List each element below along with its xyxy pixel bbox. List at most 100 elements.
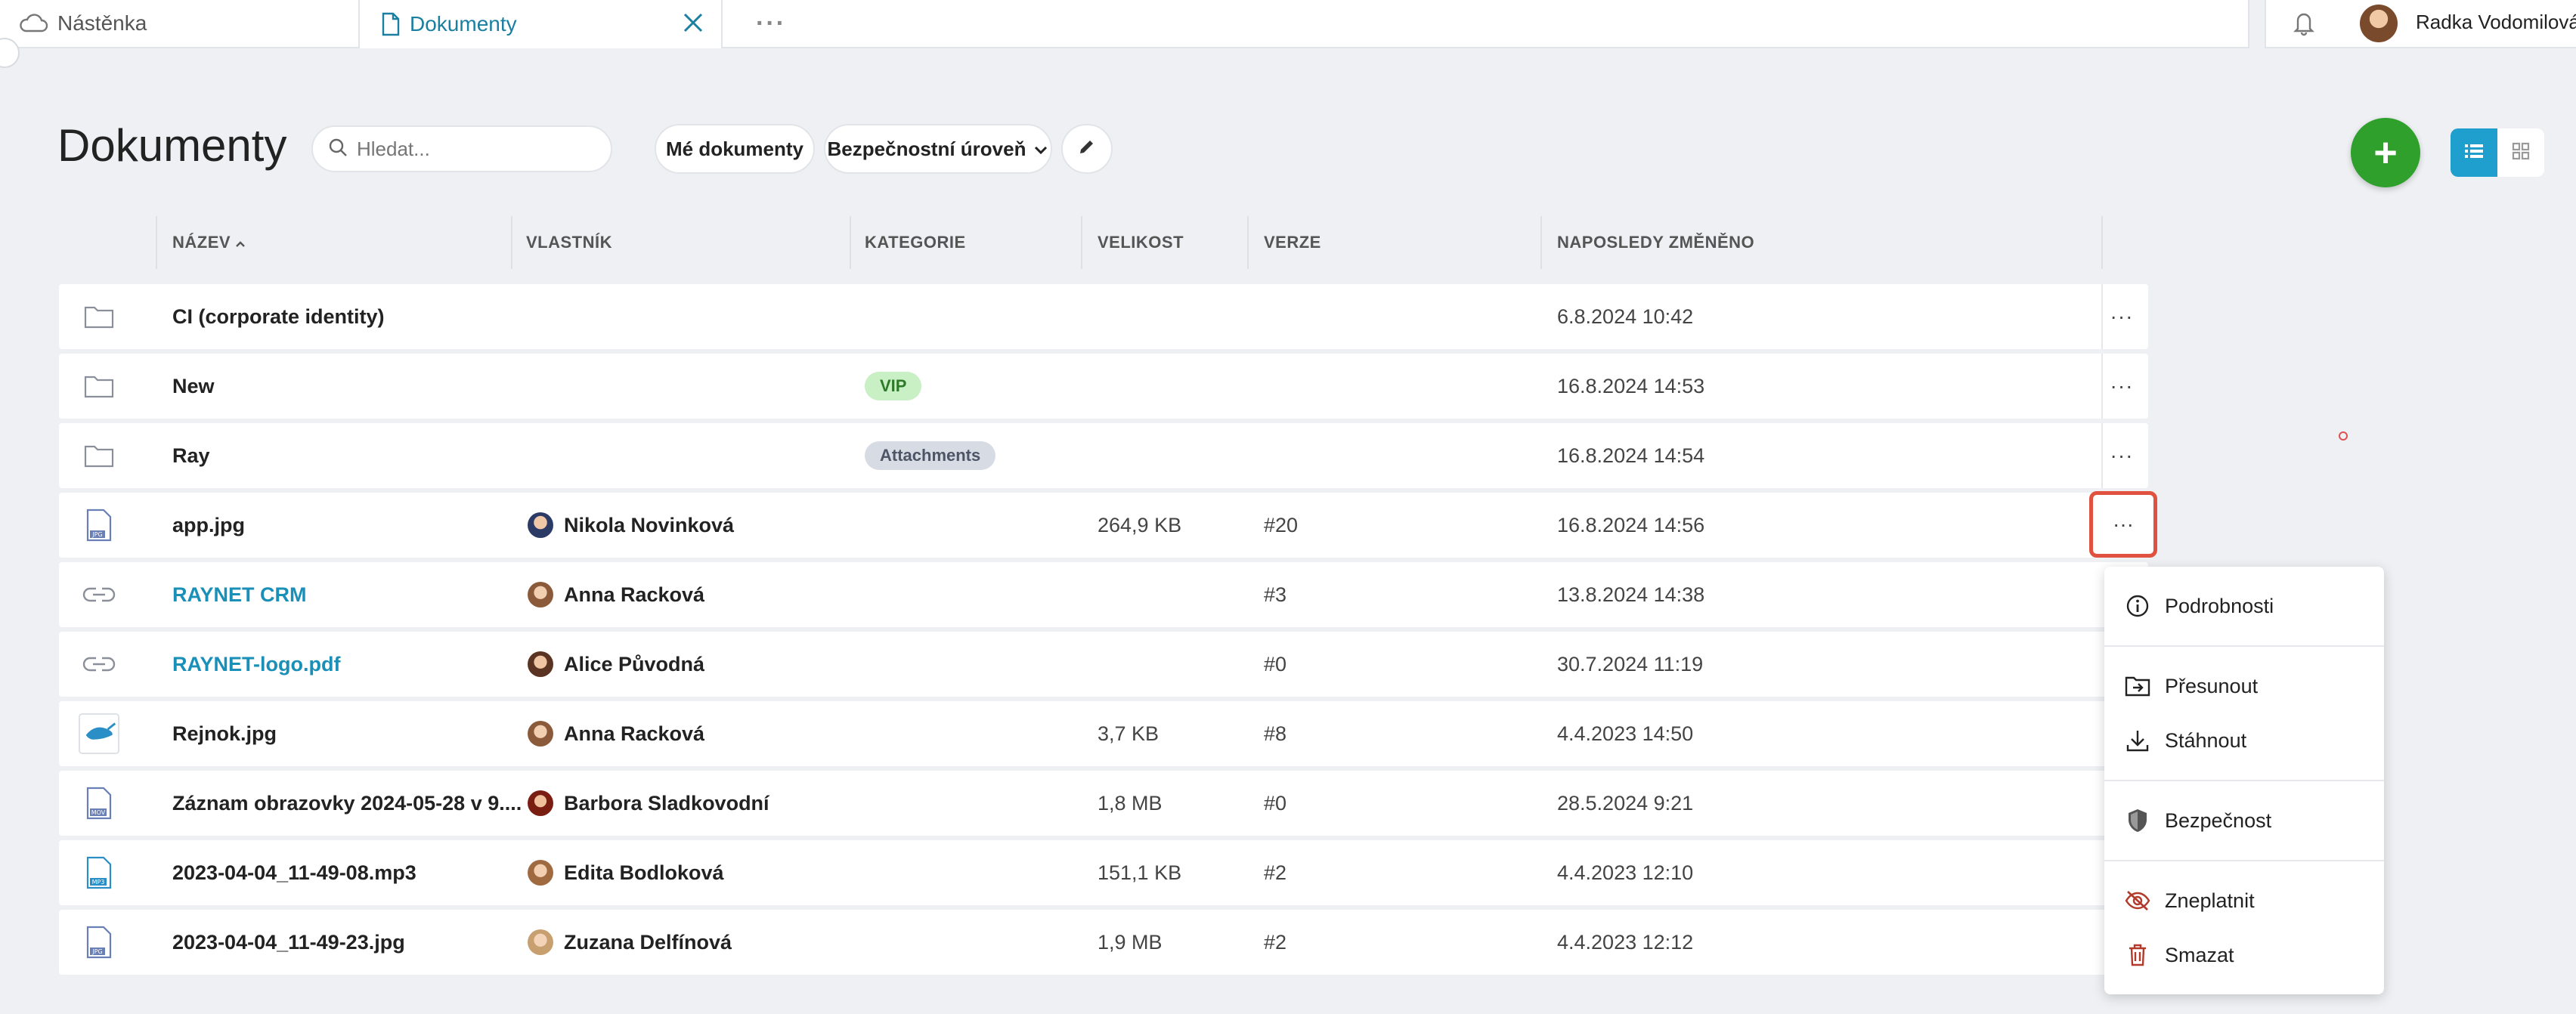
info-icon — [2124, 592, 2151, 620]
column-header-size[interactable]: VELIKOST — [1098, 233, 1184, 252]
table-row[interactable]: Ray Attachments 16.8.2024 14:54 ··· — [59, 423, 2148, 488]
column-header-name[interactable]: NÁZEV — [172, 216, 246, 269]
indicator-dot — [2339, 431, 2348, 441]
column-divider[interactable] — [1081, 216, 1082, 269]
row-name[interactable]: New — [172, 374, 215, 397]
row-owner: Alice Původná — [528, 632, 704, 697]
mp3-file-icon: MP3 — [79, 840, 119, 905]
row-modified: 16.8.2024 14:53 — [1557, 374, 1705, 397]
row-name[interactable]: CI (corporate identity) — [172, 305, 385, 328]
avatar[interactable] — [2360, 5, 2398, 42]
column-header-modified[interactable]: NAPOSLEDY ZMĚNĚNO — [1557, 233, 1755, 252]
list-view-button[interactable] — [2451, 128, 2497, 177]
column-header-version[interactable]: VERZE — [1264, 233, 1321, 252]
my-documents-button[interactable]: Mé dokumenty — [655, 124, 815, 174]
plus-icon: + — [2373, 130, 2398, 175]
user-name[interactable]: Radka Vodomilová — [2416, 11, 2576, 33]
row-modified: 4.4.2023 14:50 — [1557, 722, 1694, 745]
grid-view-button[interactable] — [2497, 128, 2544, 177]
bell-icon[interactable] — [2292, 9, 2316, 40]
tab-documents-label: Dokumenty — [410, 12, 517, 36]
menu-item-details[interactable]: Podrobnosti — [2104, 583, 2384, 629]
pencil-icon — [1077, 137, 1097, 162]
row-divider — [2101, 284, 2103, 349]
column-divider[interactable] — [156, 216, 157, 269]
row-divider — [2101, 354, 2103, 419]
file-type-badge: MP3 — [92, 879, 105, 886]
search-input[interactable] — [355, 136, 600, 162]
column-header-category[interactable]: KATEGORIE — [865, 233, 966, 252]
menu-item-delete[interactable]: Smazat — [2104, 932, 2384, 978]
document-icon — [381, 12, 401, 36]
sort-ascending-icon — [235, 233, 246, 252]
row-menu-button[interactable]: ··· — [2110, 305, 2134, 328]
menu-item-security[interactable]: Bezpečnost — [2104, 798, 2384, 843]
row-name[interactable]: 2023-04-04_11-49-23.jpg — [172, 930, 405, 954]
avatar — [528, 512, 553, 538]
row-menu-button-active[interactable]: ··· — [2089, 491, 2157, 558]
tab-dashboard[interactable]: Nástěnka — [0, 0, 360, 48]
table-row[interactable]: Rejnok.jpg Anna Racková 3,7 KB #8 4.4.20… — [59, 701, 2148, 766]
cloud-icon — [18, 13, 48, 34]
category-badge: VIP — [865, 372, 922, 400]
row-modified: 6.8.2024 10:42 — [1557, 305, 1694, 328]
table-row[interactable]: MP3 2023-04-04_11-49-08.mp3 Edita Bodlok… — [59, 840, 2148, 905]
row-version: #2 — [1264, 861, 1287, 884]
row-modified: 13.8.2024 14:38 — [1557, 583, 1705, 606]
column-divider[interactable] — [2101, 216, 2103, 269]
avatar — [528, 929, 553, 955]
jpg-file-icon: JPG — [79, 493, 119, 558]
owner-name: Barbora Sladkovodní — [564, 791, 769, 815]
row-modified: 16.8.2024 14:54 — [1557, 444, 1705, 467]
row-name[interactable]: app.jpg — [172, 513, 245, 536]
row-size: 264,9 KB — [1098, 513, 1182, 536]
security-level-dropdown[interactable]: Bezpečnostní úroveň — [824, 124, 1052, 174]
table-row[interactable]: JPG app.jpg Nikola Novinková 264,9 KB #2… — [59, 493, 2148, 558]
tab-more-button[interactable]: ··· — [723, 0, 2249, 48]
column-header-owner[interactable]: VLASTNÍK — [526, 233, 612, 252]
row-version: #8 — [1264, 722, 1287, 745]
column-divider[interactable] — [850, 216, 851, 269]
folder-icon — [79, 423, 119, 488]
security-level-label: Bezpečnostní úroveň — [827, 137, 1026, 160]
edit-button[interactable] — [1061, 124, 1113, 174]
table-row[interactable]: RAYNET-logo.pdf Alice Původná #0 30.7.20… — [59, 632, 2148, 697]
tab-documents[interactable]: Dokumenty — [360, 0, 723, 48]
menu-item-label: Přesunout — [2165, 674, 2259, 697]
table-row[interactable]: JPG 2023-04-04_11-49-23.jpg Zuzana Delfí… — [59, 910, 2148, 975]
row-name[interactable]: 2023-04-04_11-49-08.mp3 — [172, 861, 416, 884]
row-divider — [2101, 423, 2103, 488]
trash-icon — [2124, 941, 2151, 969]
table-row[interactable]: RAYNET CRM Anna Racková #3 13.8.2024 14:… — [59, 562, 2148, 627]
table-row[interactable]: New VIP 16.8.2024 14:53 ··· — [59, 354, 2148, 419]
row-owner: Barbora Sladkovodní — [528, 771, 769, 836]
close-icon[interactable] — [682, 11, 704, 39]
menu-item-invalidate[interactable]: Zneplatnit — [2104, 878, 2384, 923]
row-name[interactable]: Záznam obrazovky 2024-05-28 v 9.... — [172, 791, 522, 815]
row-name[interactable]: Ray — [172, 444, 210, 467]
row-owner: Edita Bodloková — [528, 840, 724, 905]
column-divider[interactable] — [1540, 216, 1542, 269]
row-name[interactable]: RAYNET CRM — [172, 583, 307, 606]
image-thumbnail-icon — [79, 701, 119, 766]
menu-item-move[interactable]: Přesunout — [2104, 663, 2384, 709]
menu-item-label: Stáhnout — [2165, 728, 2247, 752]
menu-divider — [2104, 645, 2384, 647]
row-menu-button[interactable]: ··· — [2110, 444, 2134, 467]
column-divider[interactable] — [1247, 216, 1249, 269]
menu-item-label: Zneplatnit — [2165, 889, 2255, 912]
avatar — [528, 721, 553, 747]
search-box[interactable] — [311, 125, 612, 172]
row-version: #0 — [1264, 791, 1287, 815]
table-row[interactable]: MOV Záznam obrazovky 2024-05-28 v 9.... … — [59, 771, 2148, 836]
row-size: 3,7 KB — [1098, 722, 1160, 745]
column-divider[interactable] — [511, 216, 512, 269]
row-name[interactable]: Rejnok.jpg — [172, 722, 277, 745]
menu-item-download[interactable]: Stáhnout — [2104, 718, 2384, 763]
menu-item-label: Podrobnosti — [2165, 594, 2274, 617]
row-menu-button[interactable]: ··· — [2110, 374, 2134, 397]
row-name[interactable]: RAYNET-logo.pdf — [172, 652, 341, 675]
avatar — [528, 790, 553, 816]
add-button[interactable]: + — [2351, 118, 2420, 187]
table-row[interactable]: CI (corporate identity) 6.8.2024 10:42 ·… — [59, 284, 2148, 349]
